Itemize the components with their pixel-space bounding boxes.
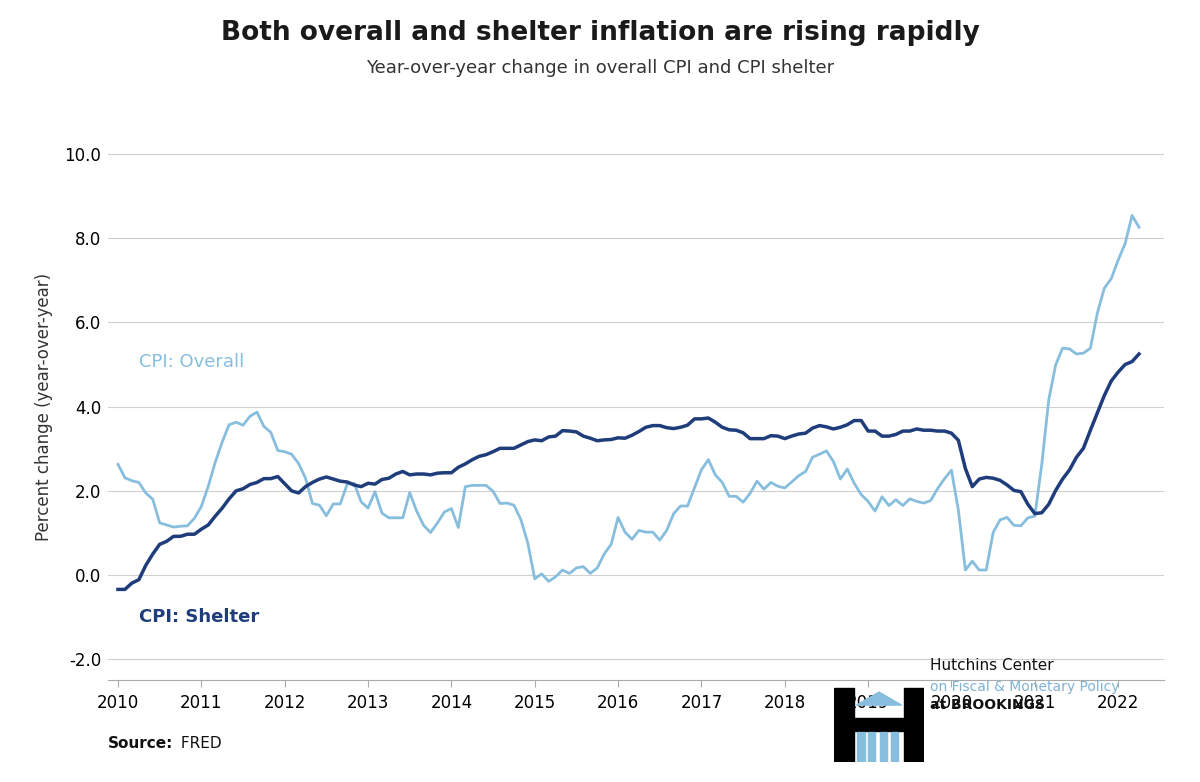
Text: CPI: Overall: CPI: Overall bbox=[139, 353, 244, 371]
Text: CPI: Shelter: CPI: Shelter bbox=[139, 608, 259, 626]
Text: Year-over-year change in overall CPI and CPI shelter: Year-over-year change in overall CPI and… bbox=[366, 59, 834, 77]
Text: Source:: Source: bbox=[108, 736, 173, 751]
Bar bbox=[869, 733, 876, 762]
Polygon shape bbox=[857, 692, 901, 705]
Bar bbox=[834, 687, 853, 762]
Bar bbox=[857, 733, 864, 762]
Bar bbox=[890, 733, 898, 762]
Text: FRED: FRED bbox=[176, 736, 222, 751]
Bar bbox=[905, 687, 924, 762]
Y-axis label: Percent change (year-over-year): Percent change (year-over-year) bbox=[35, 273, 53, 540]
Text: on Fiscal & Monetary Policy: on Fiscal & Monetary Policy bbox=[930, 680, 1120, 694]
Text: Both overall and shelter inflation are rising rapidly: Both overall and shelter inflation are r… bbox=[221, 20, 979, 45]
Text: at BROOKINGS: at BROOKINGS bbox=[930, 698, 1045, 712]
Text: Hutchins Center: Hutchins Center bbox=[930, 658, 1054, 673]
Bar bbox=[880, 733, 887, 762]
Bar bbox=[853, 718, 905, 731]
